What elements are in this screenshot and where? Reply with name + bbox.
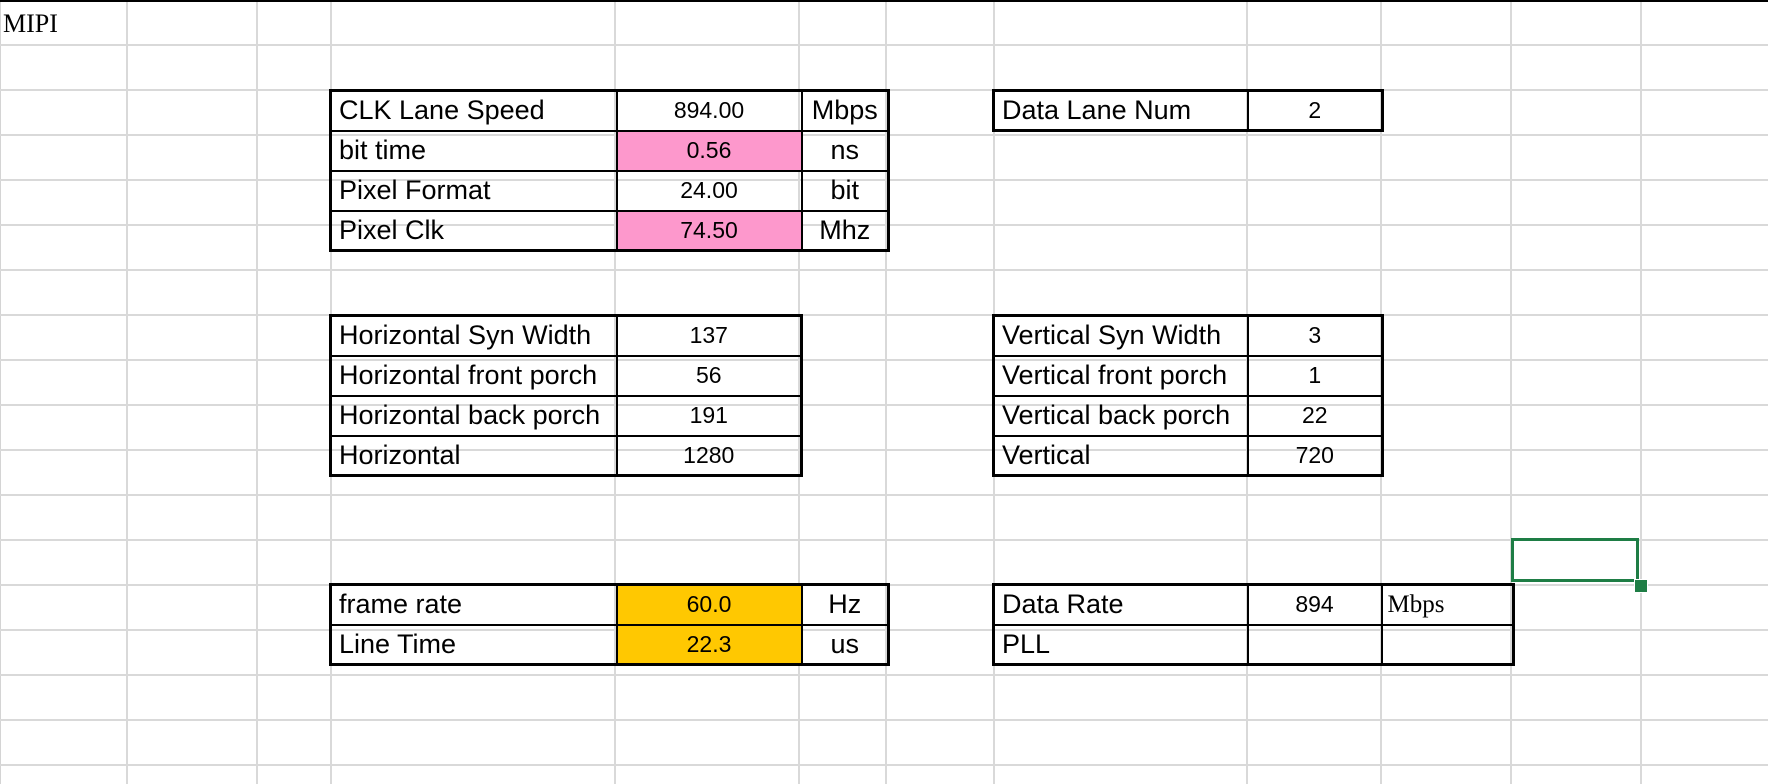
cell-line-time-unit[interactable]: us (800, 623, 890, 666)
cell-pixel-clk-unit[interactable]: Mhz (800, 209, 890, 252)
table-row: Vertical front porch 1 (992, 354, 1384, 397)
cell-vertical-value[interactable]: 720 (1246, 434, 1384, 477)
table-row: Vertical 720 (992, 434, 1384, 477)
cell-v-back-porch-label[interactable]: Vertical back porch (992, 394, 1249, 437)
table-row: Pixel Format 24.00 bit (329, 169, 890, 212)
cell-pll-label[interactable]: PLL (992, 623, 1249, 666)
cell-line-time-label[interactable]: Line Time (329, 623, 618, 666)
timing-table: frame rate 60.0 Hz Line Time 22.3 us (329, 583, 890, 666)
cell-data-lane-num-value[interactable]: 2 (1246, 89, 1384, 132)
table-row: Horizontal front porch 56 (329, 354, 803, 397)
table-row: PLL (992, 623, 1515, 666)
cell-data-rate-value[interactable]: 894 (1246, 583, 1383, 626)
cell-h-back-porch-value[interactable]: 191 (615, 394, 803, 437)
cell-frame-rate-unit[interactable]: Hz (800, 583, 890, 626)
table-row: Horizontal back porch 191 (329, 394, 803, 437)
lane-table: Data Lane Num 2 (992, 89, 1384, 132)
cell-pll-value[interactable] (1246, 623, 1383, 666)
table-row: frame rate 60.0 Hz (329, 583, 890, 626)
cell-h-sync-width-value[interactable]: 137 (615, 314, 803, 357)
table-row: Vertical Syn Width 3 (992, 314, 1384, 357)
cell-line-time-value[interactable]: 22.3 (615, 623, 803, 666)
table-row: bit time 0.56 ns (329, 129, 890, 172)
table-row: Data Rate 894 Mbps (992, 583, 1515, 626)
cell-v-sync-width-label[interactable]: Vertical Syn Width (992, 314, 1249, 357)
horizontal-table: Horizontal Syn Width 137 Horizontal fron… (329, 314, 803, 477)
cell-bit-time-label[interactable]: bit time (329, 129, 618, 172)
cell-vertical-label[interactable]: Vertical (992, 434, 1249, 477)
cell-data-lane-num-label[interactable]: Data Lane Num (992, 89, 1249, 132)
cell-bit-time-value[interactable]: 0.56 (615, 129, 803, 172)
cell-clk-lane-speed-unit[interactable]: Mbps (800, 89, 890, 132)
cell-data-rate-label[interactable]: Data Rate (992, 583, 1249, 626)
fill-handle[interactable] (1634, 579, 1648, 593)
table-row: Horizontal 1280 (329, 434, 803, 477)
cell-h-back-porch-label[interactable]: Horizontal back porch (329, 394, 618, 437)
cell-bit-time-unit[interactable]: ns (800, 129, 890, 172)
table-row: Vertical back porch 22 (992, 394, 1384, 437)
clock-table: CLK Lane Speed 894.00 Mbps bit time 0.56… (329, 89, 890, 252)
cell-v-back-porch-value[interactable]: 22 (1246, 394, 1384, 437)
cell-data-rate-unit[interactable]: Mbps (1380, 583, 1515, 626)
cell-pixel-format-value[interactable]: 24.00 (615, 169, 803, 212)
rate-table: Data Rate 894 Mbps PLL (992, 583, 1515, 666)
cell-h-front-porch-value[interactable]: 56 (615, 354, 803, 397)
cell-pixel-clk-label[interactable]: Pixel Clk (329, 209, 618, 252)
cell-clk-lane-speed-label[interactable]: CLK Lane Speed (329, 89, 618, 132)
cell-horizontal-label[interactable]: Horizontal (329, 434, 618, 477)
table-row: Data Lane Num 2 (992, 89, 1384, 132)
cell-frame-rate-value[interactable]: 60.0 (615, 583, 803, 626)
vertical-table: Vertical Syn Width 3 Vertical front porc… (992, 314, 1384, 477)
cell-horizontal-value[interactable]: 1280 (615, 434, 803, 477)
cell-v-sync-width-value[interactable]: 3 (1246, 314, 1384, 357)
active-cell-selection[interactable] (1511, 538, 1639, 582)
table-row: Line Time 22.3 us (329, 623, 890, 666)
cell-pll-unit[interactable] (1380, 623, 1515, 666)
cell-pixel-clk-value[interactable]: 74.50 (615, 209, 803, 252)
cell-frame-rate-label[interactable]: frame rate (329, 583, 618, 626)
table-row: Horizontal Syn Width 137 (329, 314, 803, 357)
cell-h-sync-width-label[interactable]: Horizontal Syn Width (329, 314, 618, 357)
table-row: CLK Lane Speed 894.00 Mbps (329, 89, 890, 132)
cell-v-front-porch-label[interactable]: Vertical front porch (992, 354, 1249, 397)
sheet-title-cell[interactable]: MIPI (3, 9, 58, 38)
table-row: Pixel Clk 74.50 Mhz (329, 209, 890, 252)
cell-pixel-format-unit[interactable]: bit (800, 169, 890, 212)
cell-pixel-format-label[interactable]: Pixel Format (329, 169, 618, 212)
cell-h-front-porch-label[interactable]: Horizontal front porch (329, 354, 618, 397)
cell-clk-lane-speed-value[interactable]: 894.00 (615, 89, 803, 132)
cell-v-front-porch-value[interactable]: 1 (1246, 354, 1384, 397)
